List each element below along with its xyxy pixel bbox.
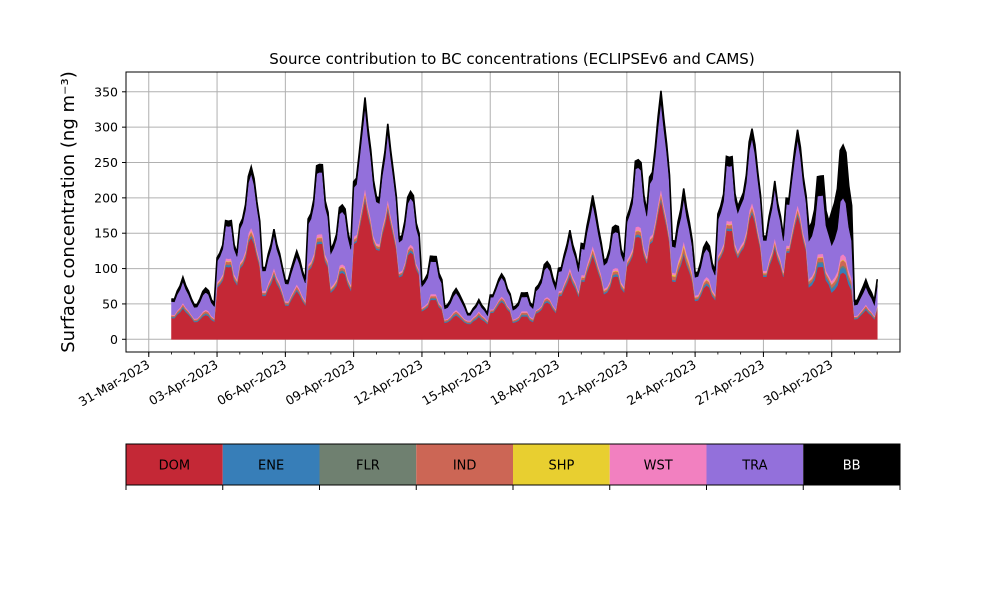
legend-label-shp: SHP (548, 459, 574, 474)
y-tick-label: 200 (94, 190, 118, 205)
legend-swatch-dom (126, 444, 223, 485)
legend-label-bb: BB (843, 459, 861, 474)
legend-label-tra: TRA (741, 459, 767, 474)
legend-swatch-tra (706, 444, 804, 485)
legend-label-wst: WST (644, 459, 673, 474)
chart-title: Source contribution to BC concentrations… (269, 50, 754, 68)
legend-label-ene: ENE (258, 459, 284, 474)
y-axis-label: Surface concentration (ng m⁻³) (58, 71, 79, 353)
legend-swatch-flr (319, 444, 417, 485)
y-tick-label: 100 (94, 261, 118, 276)
legend-swatch-shp (513, 444, 610, 485)
legend-colorbar: DOM ENE FLR IND SHP WST TRA BB (125, 443, 901, 490)
y-tick-label: 150 (94, 226, 118, 241)
legend-label-dom: DOM (159, 459, 190, 474)
y-tick-label: 0 (110, 332, 118, 347)
y-tick-label: 250 (94, 155, 118, 170)
y-tick-label: 300 (94, 120, 118, 135)
y-tick-label: 350 (94, 84, 118, 99)
y-tick-label: 50 (102, 296, 118, 311)
plot-area: 05010015020025030035031-Mar-202303-Apr-2… (76, 71, 901, 409)
legend-label-ind: IND (453, 459, 477, 474)
legend-swatch-ene (222, 444, 320, 485)
legend-swatch-wst (609, 444, 707, 485)
legend-swatch-ind (416, 444, 513, 485)
legend-swatch-bb (803, 444, 900, 485)
legend-label-flr: FLR (356, 459, 380, 474)
total-outline (171, 90, 879, 316)
